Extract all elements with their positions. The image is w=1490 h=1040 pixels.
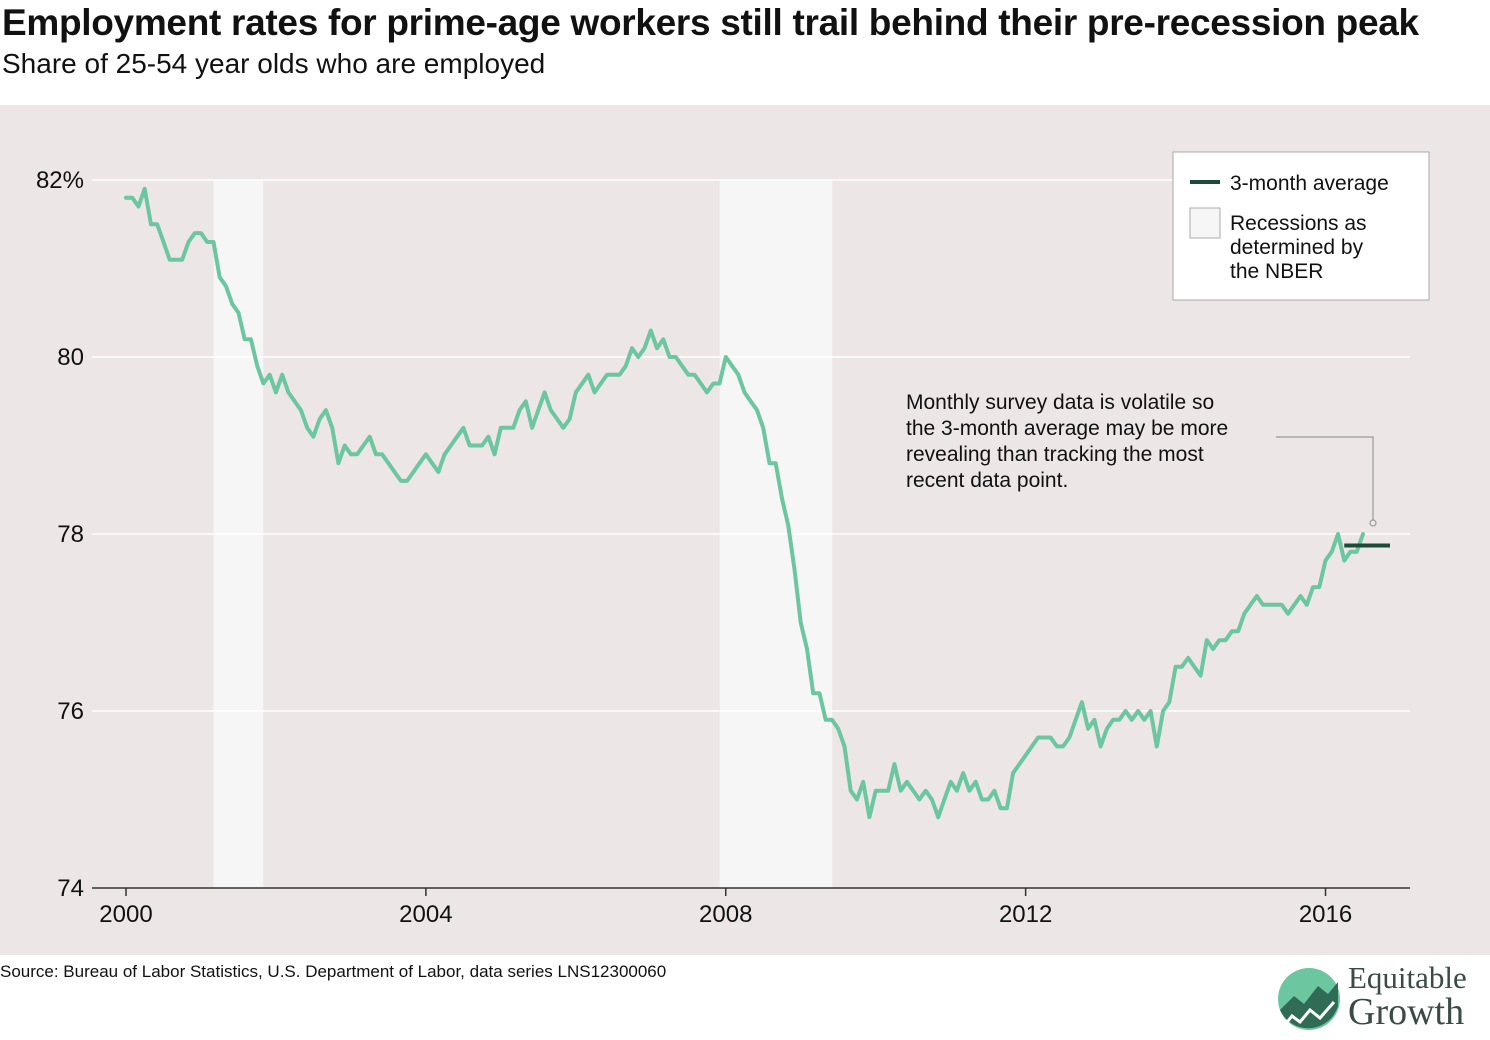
annotation: Monthly survey data is volatile so the 3… [906,391,1377,527]
annotation-line-2: the 3-month average may be more [906,417,1228,440]
logo-wordmark: Equitable Growth [1348,962,1467,1031]
y-tick-label: 82% [36,167,84,194]
chart-title: Employment rates for prime-age workers s… [2,2,1419,43]
legend-recession-label-2: determined by [1230,236,1364,259]
logo-line-2: Growth [1348,991,1465,1033]
legend: 3-month average Recessions as determined… [1172,151,1430,301]
x-tick-label: 2004 [399,901,452,928]
y-tick-label: 78 [57,521,84,548]
y-tick-label: 80 [57,344,84,371]
source-note: Source: Bureau of Labor Statistics, U.S.… [0,962,667,981]
equitable-growth-logo: Equitable Growth [1276,962,1490,1036]
annotation-line-1: Monthly survey data is volatile so [906,391,1214,414]
employment-line-chart: 82% 80 78 76 74 2000 2004 2008 2012 2016 Monthly… [0,105,1490,955]
logo-mark-icon [1278,968,1340,1030]
employment-rate-line [124,186,1365,820]
chart-area: 82% 80 78 76 74 2000 2004 2008 2012 2016 Monthly… [0,105,1490,955]
annotation-line-4: recent data point. [906,469,1068,492]
annotation-leader-line [1276,436,1374,520]
logo-line-1: Equitable [1348,960,1467,995]
y-tick-label: 74 [57,875,84,902]
legend-recession-label-3: the NBER [1230,260,1323,283]
y-tick-label: 76 [57,698,84,725]
x-tick-label: 2008 [699,901,752,928]
x-tick-label: 2012 [999,901,1052,928]
legend-recession-label-1: Recessions as [1230,212,1367,235]
legend-recession-swatch [1189,207,1221,239]
annotation-line-3: revealing than tracking the most [906,443,1204,466]
annotation-leader-dot [1369,519,1377,527]
legend-average-label: 3-month average [1230,172,1389,195]
x-tick-label: 2000 [99,901,152,928]
chart-subtitle: Share of 25-54 year olds who are employe… [2,48,546,79]
x-tick-label: 2016 [1299,901,1352,928]
